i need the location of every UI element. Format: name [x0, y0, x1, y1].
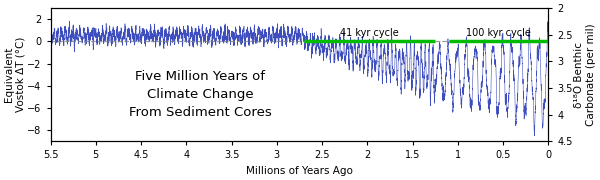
- Text: 41 kyr cycle: 41 kyr cycle: [340, 28, 399, 38]
- Y-axis label: Equivalent
Vostok ΔT (°C): Equivalent Vostok ΔT (°C): [4, 37, 26, 112]
- Text: Five Million Years of
Climate Change
From Sediment Cores: Five Million Years of Climate Change Fro…: [128, 70, 271, 119]
- Text: 100 kyr cycle: 100 kyr cycle: [466, 28, 531, 38]
- X-axis label: Millions of Years Ago: Millions of Years Ago: [246, 166, 353, 176]
- Y-axis label: δ¹⁸O Benthic
Carbonate (per mil): δ¹⁸O Benthic Carbonate (per mil): [574, 23, 596, 126]
